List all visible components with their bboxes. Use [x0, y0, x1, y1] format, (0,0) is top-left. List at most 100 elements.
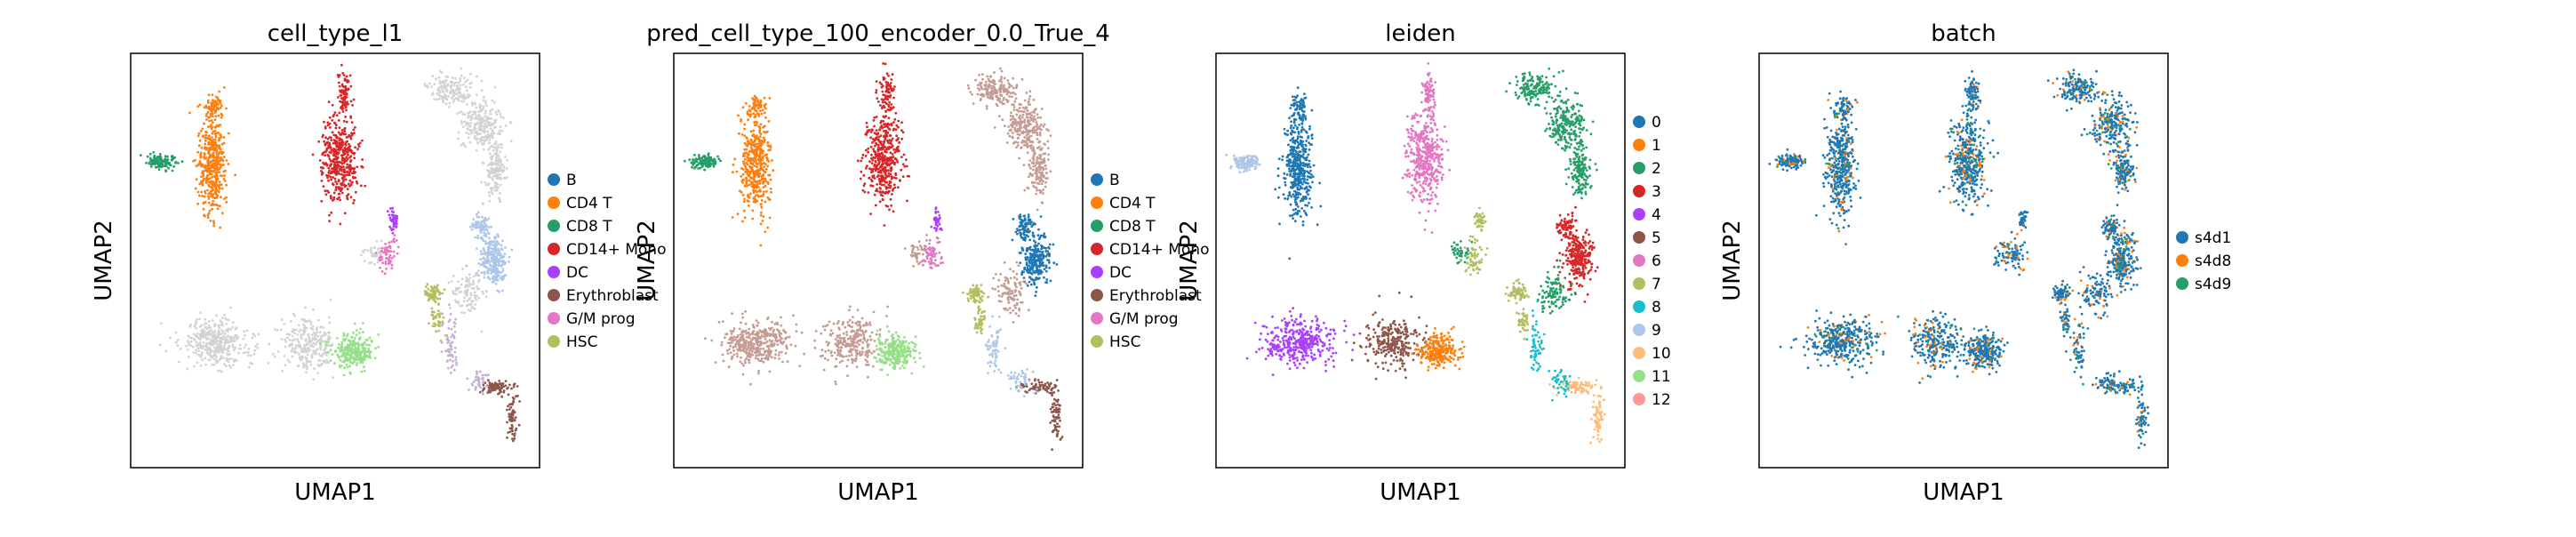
scatter-point: [232, 337, 235, 341]
scatter-point: [741, 220, 744, 223]
scatter-point: [462, 300, 466, 303]
scatter-point: [743, 216, 747, 220]
scatter-point: [489, 152, 492, 156]
scatter-point: [493, 245, 497, 248]
scatter-point: [327, 166, 331, 170]
scatter-point: [212, 221, 216, 225]
scatter-point: [197, 349, 201, 353]
scatter-point: [457, 89, 460, 92]
scatter-point: [1030, 118, 1034, 122]
scatter-point: [1021, 249, 1025, 252]
scatter-point: [363, 369, 366, 373]
scatter-point: [209, 332, 212, 335]
scatter-point: [753, 196, 756, 199]
scatter-point: [221, 317, 224, 319]
scatter-point: [220, 135, 223, 139]
scatter-point: [1023, 268, 1027, 271]
scatter-point: [1006, 280, 1010, 283]
scatter-point: [218, 187, 221, 189]
scatter-point: [342, 334, 346, 338]
scatter-point: [502, 169, 506, 172]
scatter-point: [484, 235, 488, 238]
scatter-point: [219, 324, 222, 326]
scatter-point: [1025, 92, 1028, 94]
scatter-point: [487, 231, 491, 235]
scatter-point: [476, 236, 479, 240]
scatter-point: [1008, 95, 1012, 98]
scatter-point: [319, 345, 323, 349]
scatter-point: [903, 247, 907, 250]
scatter-point: [229, 306, 232, 309]
scatter-point: [433, 285, 436, 288]
scatter-point: [353, 156, 356, 160]
scatter-point: [234, 173, 236, 177]
scatter-point: [474, 110, 477, 114]
scatter-point: [379, 246, 382, 250]
scatter-point: [491, 192, 494, 196]
scatter-point: [495, 148, 499, 152]
scatter-point: [476, 378, 479, 381]
scatter-point: [1048, 253, 1051, 257]
scatter-point: [221, 347, 225, 350]
scatter-point: [339, 89, 341, 92]
scatter-point: [756, 107, 760, 110]
scatter-point: [447, 366, 450, 370]
scatter-point: [176, 338, 180, 341]
scatter-point: [327, 100, 331, 103]
scatter-point: [204, 189, 206, 193]
scatter-point: [753, 121, 756, 124]
scatter-point: [912, 265, 915, 268]
scatter-point: [390, 240, 393, 244]
scatter-point: [310, 327, 314, 331]
scatter-point: [483, 249, 486, 252]
scatter-point: [351, 341, 355, 345]
scatter-point: [225, 352, 228, 356]
scatter-point: [299, 345, 302, 349]
scatter-point: [316, 348, 319, 350]
scatter-point: [1044, 266, 1048, 269]
scatter-point: [327, 191, 331, 194]
scatter-point: [754, 175, 756, 178]
scatter-point: [306, 320, 308, 324]
scatter-point: [1004, 286, 1007, 289]
scatter-point: [1046, 140, 1050, 143]
scatter-point: [188, 111, 191, 115]
scatter-point: [1011, 292, 1014, 295]
scatter-point: [377, 247, 380, 251]
scatter-point: [756, 165, 758, 169]
scatter-point: [355, 333, 358, 337]
scatter-point: [221, 151, 225, 154]
scatter-point: [432, 293, 435, 296]
scatter-point: [764, 107, 767, 110]
scatter-point: [424, 285, 428, 288]
scatter-point: [320, 199, 324, 203]
scatter-point: [215, 204, 218, 206]
scatter-point: [346, 334, 348, 338]
scatter-point: [213, 125, 217, 129]
scatter-point: [349, 155, 353, 158]
scatter-point: [428, 295, 432, 298]
scatter-point: [499, 172, 502, 176]
scatter-point: [306, 343, 308, 347]
scatter-point: [485, 270, 489, 274]
scatter-point: [1036, 277, 1040, 281]
scatter-point: [460, 67, 462, 70]
scatter-point: [213, 156, 217, 159]
scatter-point: [329, 349, 332, 351]
scatter-point: [508, 120, 512, 124]
scatter-point: [436, 313, 440, 317]
scatter-point: [1047, 158, 1050, 161]
scatter-point: [485, 169, 489, 172]
scatter-point: [756, 171, 759, 174]
scatter-point: [1031, 174, 1034, 178]
scatter-point: [166, 155, 169, 158]
scatter-point: [327, 316, 331, 319]
scatter-point: [211, 319, 214, 322]
scatter-point: [446, 84, 449, 87]
scatter-point: [215, 348, 219, 351]
scatter-point: [1022, 231, 1026, 234]
scatter-point: [740, 133, 744, 136]
scatter-point: [453, 299, 457, 302]
scatter-point: [483, 276, 486, 279]
scatter-point: [386, 246, 389, 249]
